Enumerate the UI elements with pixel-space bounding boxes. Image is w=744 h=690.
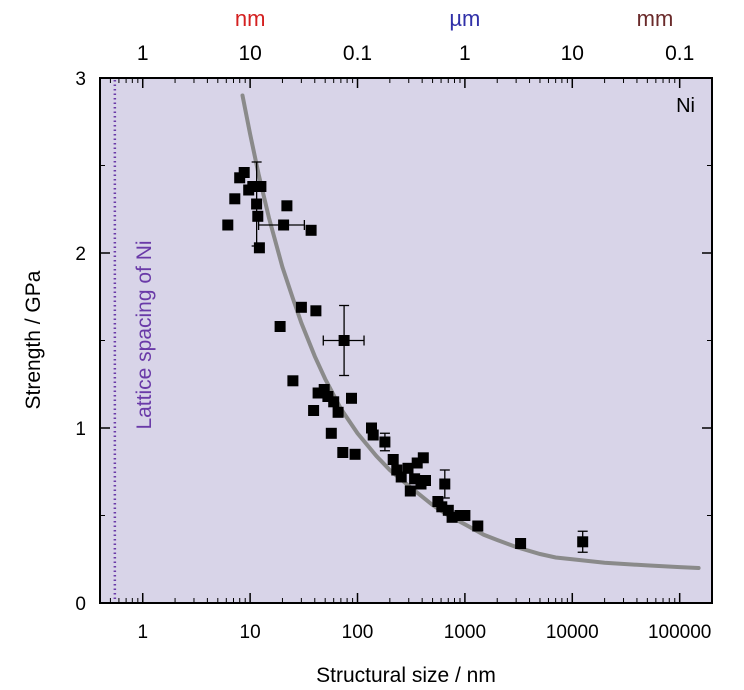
data-point	[402, 462, 414, 474]
lattice-spacing-annotation: Lattice spacing of Ni	[113, 80, 156, 601]
top-unit-label: mm	[637, 6, 674, 31]
data-point	[338, 335, 350, 346]
data-point	[404, 485, 416, 497]
top-unit-label: µm	[449, 6, 480, 31]
top-tick-label: 0.1	[665, 42, 694, 65]
top-axis-units: nm µm mm	[235, 6, 673, 31]
data-point	[253, 242, 265, 254]
top-unit-label: nm	[235, 6, 266, 31]
data-point	[442, 504, 454, 516]
data-point	[247, 181, 259, 192]
element-label-ni: Ni	[676, 95, 695, 117]
x-tick-label: 10000	[546, 622, 599, 643]
top-tick-label: 0.1	[343, 42, 372, 65]
data-point	[312, 387, 324, 399]
x-tick-label: 100000	[648, 622, 711, 643]
data-point	[278, 219, 290, 231]
data-point	[472, 520, 484, 532]
data-point	[349, 448, 361, 460]
top-axis-ticks: 1 10 0.1 1 10 0.1	[137, 42, 694, 65]
data-point	[287, 375, 299, 387]
data-point	[417, 452, 429, 464]
data-point	[367, 429, 379, 441]
x-tick-label: 100	[342, 622, 374, 643]
data-point	[255, 181, 267, 192]
x-tick-label: 1000	[444, 622, 486, 643]
data-point	[229, 193, 241, 205]
data-point	[332, 406, 344, 418]
y-axis-label: Strength / GPa	[22, 270, 45, 409]
data-point	[379, 436, 391, 448]
data-point	[251, 198, 263, 210]
data-point	[328, 396, 340, 408]
data-point	[515, 538, 527, 549]
y-tick-label: 2	[75, 244, 86, 265]
plot-frame	[99, 77, 713, 604]
data-point	[274, 321, 286, 332]
data-point	[366, 422, 377, 434]
data-point	[318, 384, 330, 395]
data-point	[305, 224, 317, 236]
data-point	[310, 305, 322, 317]
x-tick-label: 1	[137, 622, 148, 643]
data-point	[325, 427, 337, 439]
top-tick-label: 10	[238, 42, 261, 65]
data-points	[222, 167, 589, 549]
top-tick-label: 10	[561, 42, 584, 65]
data-point	[577, 536, 589, 548]
data-point	[409, 473, 421, 485]
data-point	[391, 464, 403, 476]
data-point	[252, 210, 264, 222]
y-tick-label: 3	[75, 69, 86, 90]
data-point	[222, 219, 234, 231]
data-point	[420, 475, 431, 486]
lattice-spacing-label: Lattice spacing of Ni	[133, 240, 156, 429]
x-axis-label: Structural size / nm	[316, 664, 496, 687]
data-point	[459, 510, 471, 521]
data-point	[346, 392, 357, 404]
data-point	[439, 478, 451, 490]
data-point	[446, 511, 458, 523]
y-tick-label: 0	[75, 594, 86, 615]
data-point	[436, 501, 448, 513]
plot-background	[100, 78, 712, 603]
x-tick-label: 10	[240, 622, 261, 643]
data-point	[238, 167, 250, 178]
data-point	[395, 471, 407, 483]
data-point	[295, 301, 307, 313]
data-point	[387, 454, 399, 465]
data-point	[281, 200, 293, 212]
top-tick-label: 1	[459, 42, 471, 65]
data-point	[322, 391, 334, 402]
data-point	[337, 447, 349, 458]
y-tick-label: 1	[75, 419, 86, 440]
data-point	[411, 457, 423, 469]
top-tick-label: 1	[137, 42, 149, 65]
data-point	[308, 405, 320, 416]
